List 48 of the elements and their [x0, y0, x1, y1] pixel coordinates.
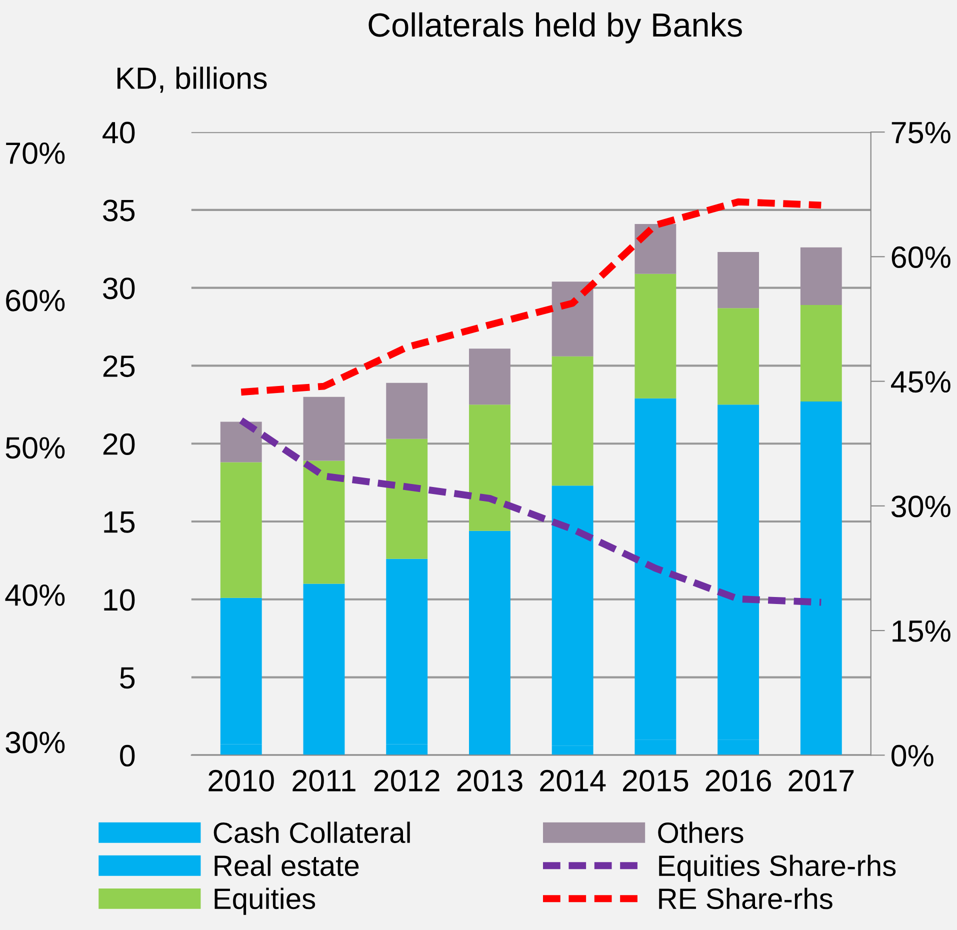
- y-tick-label: 35: [103, 200, 135, 222]
- y-tick-label: 5: [120, 667, 135, 689]
- y2-tick-label: 0%: [892, 744, 934, 767]
- y3-tick-label: 70%: [6, 142, 65, 164]
- y2-tick-label: 30%: [891, 496, 950, 518]
- y-tick-label: 40: [102, 122, 135, 144]
- bar: [303, 584, 345, 750]
- y-tick-label: 20: [103, 433, 135, 455]
- bar: [552, 356, 594, 486]
- x-tick-label: 2014: [540, 770, 606, 792]
- x-tick-label: 2011: [292, 770, 356, 792]
- y2-tick-label: 15%: [892, 620, 950, 642]
- chart-title: Collaterals held by Banks: [368, 12, 742, 44]
- x-tick-label: 2010: [208, 770, 274, 792]
- legend-label: Real estate: [214, 854, 359, 876]
- legend-label: RE Share-rhs: [659, 888, 832, 910]
- x-tick-label: 2013: [457, 770, 522, 792]
- y-tick-label: 30: [103, 278, 135, 300]
- bar: [718, 308, 760, 405]
- bar: [303, 460, 345, 584]
- y-axis-title: KD, billions: [117, 66, 267, 93]
- y-tick-label: 10: [104, 589, 135, 611]
- y-tick-label: 15: [104, 512, 135, 533]
- y2-tick-label: 45%: [891, 371, 950, 393]
- bar: [634, 274, 676, 398]
- y3-tick-label: 30%: [6, 732, 65, 754]
- y-tick-label: 25: [103, 355, 135, 378]
- y-tick-label: 0: [120, 744, 135, 767]
- legend-label: Others: [658, 822, 744, 844]
- bar: [800, 304, 842, 402]
- y3-tick-label: 50%: [6, 437, 65, 459]
- bar: [634, 224, 676, 274]
- bar: [386, 382, 428, 439]
- y2-tick-label: 75%: [892, 122, 950, 144]
- x-tick-label: 2015: [622, 770, 688, 792]
- x-tick-label: 2017: [788, 770, 854, 792]
- y2-tick-label: 60%: [892, 246, 950, 268]
- x-tick-label: 2016: [706, 770, 771, 792]
- bar: [220, 462, 262, 598]
- legend-label: Cash Collateral: [214, 822, 410, 844]
- bar: [386, 438, 428, 559]
- bar: [468, 530, 510, 752]
- x-tick-label: 2012: [374, 770, 440, 792]
- legend-label: Equities: [214, 888, 316, 915]
- bar: [468, 404, 510, 531]
- y3-tick-label: 60%: [6, 290, 65, 312]
- legend-label: Equities Share-rhs: [659, 854, 896, 882]
- y3-tick-label: 40%: [5, 584, 65, 606]
